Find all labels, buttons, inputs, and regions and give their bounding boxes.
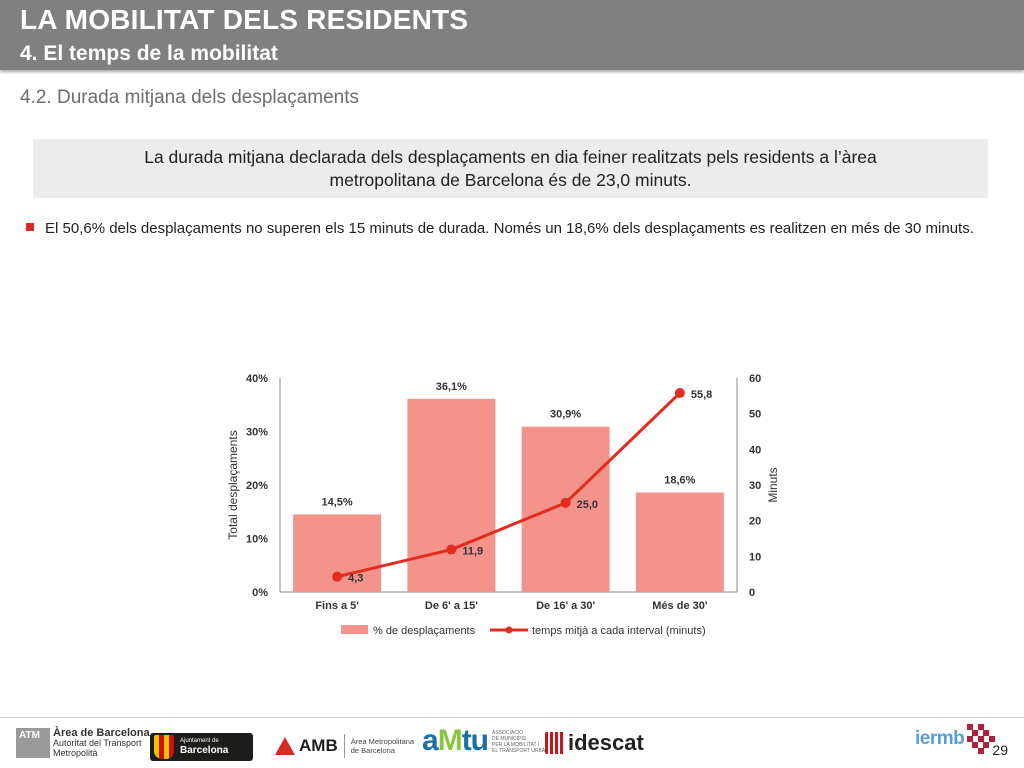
y2-tick-label: 10 [749,551,761,563]
bullet-point: El 50,6% dels desplaçaments no superen e… [26,218,986,240]
amb-word: AMB [299,736,338,755]
bar-data-label: 30,9% [550,409,581,421]
line-data-label: 11,9 [462,546,483,558]
slide-title: LA MOBILITAT DELS RESIDENTS [20,4,469,35]
amtu-desc-2: DE MUNICIPIS [492,736,527,742]
legend-line-label: temps mitjà a cada interval (minuts) [532,625,706,637]
line-data-label: 4,3 [348,573,363,585]
y2-tick-label: 40 [749,444,761,456]
footer-divider [0,717,1024,718]
amtu-desc-3: PER LA MOBILITAT I [492,742,540,748]
bar [521,426,610,592]
y-tick-label: 20% [246,480,268,492]
y2-tick-label: 50 [749,409,761,421]
y-tick-label: 0% [252,587,268,599]
y2-tick-label: 20 [749,516,761,528]
amb-logo: AMB Àrea Metropolitana de Barcelona [275,734,414,758]
line-series [336,391,681,579]
x-tick-label: De 6' a 15' [425,600,478,612]
line-point [446,544,457,555]
bar [635,492,724,592]
atm-line-3: Metropolità [53,748,98,758]
barcelona-shield-icon [154,735,174,759]
legend-line-marker [505,626,513,634]
amb-desc: Àrea Metropolitana de Barcelona [351,737,414,755]
y-tick-label: 30% [246,427,268,439]
idescat-word: idescat [568,730,644,755]
bar-data-label: 18,6% [664,474,695,486]
y2-tick-label: 30 [749,480,761,492]
line-data-label: 55,8 [691,389,712,401]
bullet-square-icon [26,223,34,231]
amb-desc-1: Àrea Metropolitana [350,737,415,746]
y2-axis-title: Minuts [766,467,780,502]
x-tick-label: Fins a 5' [315,600,359,612]
amb-separator [343,734,345,758]
line-point [674,387,685,398]
line-data-label: 25,0 [577,499,598,511]
amtu-rest: tu [461,724,489,757]
atm-badge: ATM [16,728,50,758]
iermb-squares-icon [967,724,996,754]
line-point [332,571,343,582]
highlight-box: La durada mitjana declarada dels desplaç… [33,139,988,198]
atm-text: Àrea de Barcelona Autoritat del Transpor… [53,727,150,759]
amb-desc-2: de Barcelona [350,746,395,755]
amtu-word: aMtu [422,724,489,758]
idescat-bars-icon [545,732,565,754]
y-axis-title: Total desplaçaments [226,430,240,539]
ajuntament-text: Ajuntament de Barcelona [180,738,228,756]
x-tick-label: Més de 30' [652,600,708,612]
amtu-desc-1: ASSOCIACIÓ [492,730,524,736]
y2-tick-label: 60 [749,373,761,385]
idescat-logo: idescat [545,730,644,756]
bar-data-label: 36,1% [436,381,467,393]
amb-triangle-icon [275,737,295,755]
amtu-desc: ASSOCIACIÓ DE MUNICIPIS PER LA MOBILITAT… [492,730,545,754]
line-point [560,497,571,508]
iermb-logo: iermb [915,724,996,754]
slide-subtitle: 4. El temps de la mobilitat [20,42,278,65]
y2-tick-label: 0 [749,587,755,599]
ajuntament-logo: Ajuntament de Barcelona [150,733,253,761]
section-title: 4.2. Durada mitjana dels desplaçaments [20,87,360,108]
bar [407,398,496,592]
amtu-m: M [437,724,463,757]
bar-data-label: 14,5% [322,496,353,508]
amtu-logo: aMtu ASSOCIACIÓ DE MUNICIPIS PER LA MOBI… [422,724,545,758]
y-tick-label: 40% [246,373,268,385]
legend-bar-label: % de desplaçaments [373,625,476,637]
amtu-desc-4: EL TRANSPORT URBÀ [492,748,546,754]
ajuntament-small: Ajuntament de [180,738,219,744]
highlight-text: La durada mitjana declarada dels desplaç… [144,146,877,190]
iermb-word: iermb [915,728,965,749]
amtu-a: a [422,724,439,757]
atm-logo: ATM Àrea de Barcelona Autoritat del Tran… [16,728,150,758]
x-tick-label: De 16' a 30' [536,600,595,612]
atm-line-1: Àrea de Barcelona [53,727,150,739]
atm-line-2: Autoritat del Transport [53,738,142,748]
ajuntament-big: Barcelona [180,745,229,756]
page-number: 29 [992,742,1008,758]
y-tick-label: 10% [246,534,268,546]
header-bar [0,0,1024,70]
legend-bar-swatch [341,625,368,634]
duration-chart: 0% 10% 20% 30% 40% 0 10 20 30 40 50 60 Total desplaç… [226,373,780,637]
bullet-text: El 50,6% dels desplaçaments no superen e… [45,220,974,237]
